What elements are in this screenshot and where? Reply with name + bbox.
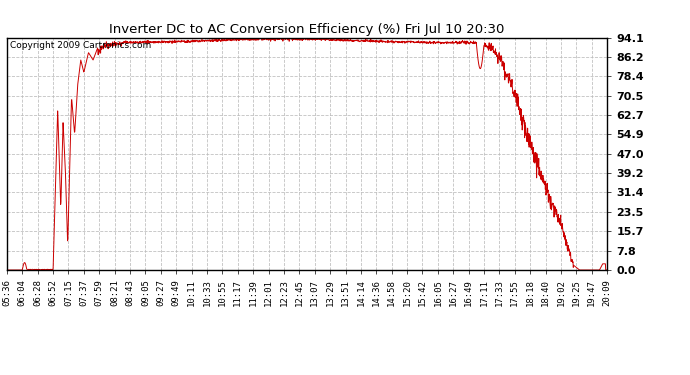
Text: Copyright 2009 Cartronics.com: Copyright 2009 Cartronics.com — [10, 41, 151, 50]
Title: Inverter DC to AC Conversion Efficiency (%) Fri Jul 10 20:30: Inverter DC to AC Conversion Efficiency … — [109, 23, 505, 36]
